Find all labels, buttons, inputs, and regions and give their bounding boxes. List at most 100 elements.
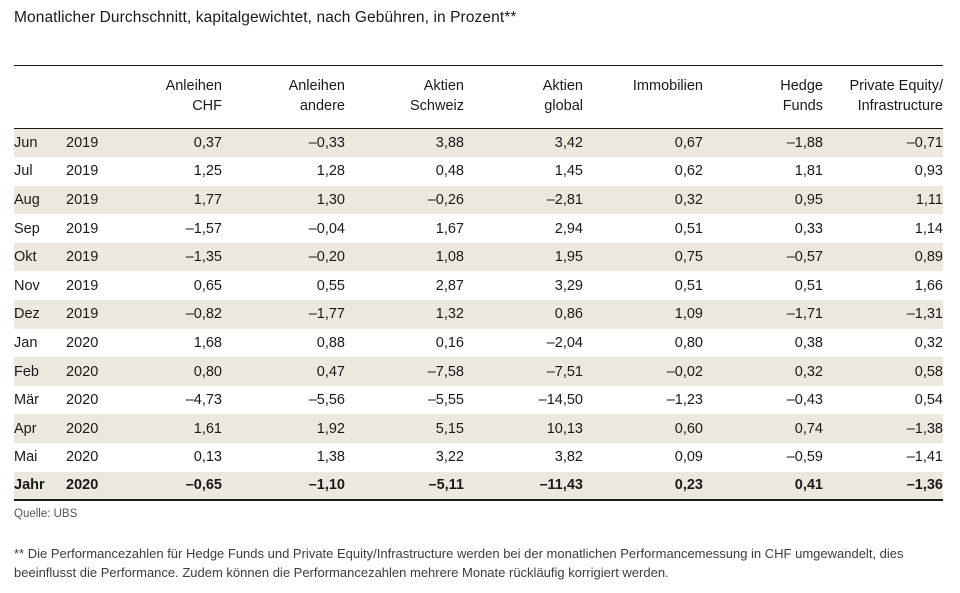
year-cell: 2019 [66, 220, 99, 237]
value-cell-aktien-schweiz: 5,15 [345, 414, 464, 444]
value-cell-anleihen-andere: –0,33 [222, 128, 345, 158]
column-header-anleihen-chf: Anleihen CHF [124, 65, 222, 129]
month-cell: Okt [14, 242, 66, 272]
column-header-line: Aktien [423, 78, 464, 94]
value-cell-private-equity-infrastructure: 1,14 [914, 220, 943, 237]
year-cell: 2020 [66, 449, 99, 466]
column-header-line: Aktien [542, 78, 583, 94]
value-cell-aktien-global: 3,82 [554, 449, 583, 466]
corner-cell-month [14, 65, 66, 129]
value-cell-private-equity-infrastructure: –1,38 [823, 414, 943, 444]
table-row: Mai 2020 0,13 1,38 3,22 3,82 0,09 –0,59 –1,41 [14, 443, 943, 472]
value-cell-hedge-funds: 0,33 [794, 220, 823, 237]
value-cell-anleihen-andere: 1,38 [316, 449, 345, 466]
value-cell-anleihen-chf: 0,65 [193, 277, 222, 294]
value-cell-anleihen-chf: 0,80 [124, 357, 222, 386]
value-cell-anleihen-chf: 0,13 [193, 449, 222, 466]
column-header-line: Schweiz [410, 98, 464, 114]
value-cell-hedge-funds: 1,81 [794, 163, 823, 180]
value-cell-aktien-schweiz: 3,22 [435, 449, 464, 466]
value-cell-anleihen-andere: 0,47 [222, 357, 345, 386]
value-cell-private-equity-infrastructure: 0,58 [823, 357, 943, 386]
value-cell-hedge-funds: 0,95 [703, 185, 823, 215]
column-header-aktien-schweiz: Aktien Schweiz [345, 65, 464, 129]
value-cell-aktien-schweiz: 0,16 [435, 334, 464, 351]
value-cell-private-equity-infrastructure: 0,54 [914, 392, 943, 409]
table-body: Jun 2019 0,37 –0,33 3,88 3,42 0,67 –1,88 –0,71 Ju… [14, 128, 943, 502]
month-cell: Mär [14, 392, 39, 409]
source-label: Quelle: UBS [14, 508, 78, 521]
value-cell-aktien-schweiz: 2,87 [435, 277, 464, 294]
value-cell-immobilien: 0,51 [674, 277, 703, 294]
month-cell: Sep [14, 220, 40, 237]
table-row: Feb 2020 0,80 0,47 –7,58 –7,51 –0,02 0,32 0,58 [14, 357, 943, 386]
value-cell-immobilien: –1,23 [666, 392, 703, 409]
value-cell-anleihen-andere: –0,20 [222, 242, 345, 272]
value-cell-aktien-global: 3,29 [554, 277, 583, 294]
value-cell-hedge-funds: –0,43 [786, 392, 823, 409]
month-cell: Aug [14, 185, 66, 215]
header-row: Anleihen CHF Anleihen andere Aktien Schweiz Ak… [14, 65, 944, 129]
value-cell-anleihen-andere: –5,56 [308, 392, 345, 409]
column-header-line: Immobilien [632, 78, 703, 94]
value-cell-anleihen-chf: 1,68 [193, 334, 222, 351]
value-cell-aktien-schweiz: 0,48 [435, 163, 464, 180]
footnote-text: ** Die Performancezahlen für Hedge Funds… [14, 546, 904, 581]
value-cell-anleihen-chf: –4,73 [185, 392, 222, 409]
month-cell: Jun [14, 128, 66, 158]
value-cell-aktien-schweiz: 1,32 [345, 300, 464, 329]
table-row: Jun 2019 0,37 –0,33 3,88 3,42 0,67 –1,88 –0,71 [14, 128, 943, 158]
year-cell: 2019 [66, 128, 124, 158]
value-cell-immobilien: 0,23 [583, 471, 703, 502]
year-cell: 2020 [66, 392, 99, 409]
value-cell-anleihen-andere: 1,92 [222, 414, 345, 444]
value-cell-anleihen-chf: –1,35 [124, 242, 222, 272]
value-cell-immobilien: 0,62 [674, 163, 703, 180]
month-cell: Jul [14, 163, 33, 180]
month-cell: Mai [14, 449, 38, 466]
month-cell: Dez [14, 300, 66, 329]
value-cell-immobilien: 0,75 [583, 242, 703, 272]
column-header-private-equity-infrastructure: Private Equity/Infrastructure [823, 65, 944, 129]
value-cell-aktien-global: 10,13 [464, 414, 583, 444]
value-cell-private-equity-infrastructure: –1,36 [823, 471, 943, 502]
value-cell-hedge-funds: 0,32 [703, 357, 823, 386]
value-cell-private-equity-infrastructure: –0,71 [823, 128, 943, 158]
value-cell-aktien-schweiz: 1,08 [345, 242, 464, 272]
value-cell-immobilien: 0,32 [583, 185, 703, 215]
value-cell-aktien-global: –2,04 [546, 334, 583, 351]
column-header-line: Private Equity/ [849, 78, 944, 94]
month-cell: Feb [14, 357, 66, 386]
column-header-hedge-funds: Hedge Funds [703, 65, 823, 129]
corner-cell-year [66, 65, 124, 129]
value-cell-hedge-funds: –0,59 [786, 449, 823, 466]
value-cell-aktien-global: –2,81 [464, 185, 583, 215]
column-header-line: Funds [782, 98, 823, 114]
table-row: Nov 2019 0,65 0,55 2,87 3,29 0,51 0,51 1,66 [14, 271, 943, 300]
year-cell: 2019 [66, 185, 124, 215]
value-cell-anleihen-andere: 1,28 [316, 163, 345, 180]
value-cell-hedge-funds: 0,41 [703, 471, 823, 502]
value-cell-immobilien: 0,51 [674, 220, 703, 237]
value-cell-aktien-schweiz: –5,55 [427, 392, 464, 409]
value-cell-aktien-schweiz: –0,26 [345, 185, 464, 215]
year-cell: 2020 [66, 471, 124, 502]
value-cell-immobilien: 0,09 [674, 449, 703, 466]
value-cell-hedge-funds: 0,38 [794, 334, 823, 351]
value-cell-anleihen-andere: 0,88 [316, 334, 345, 351]
value-cell-anleihen-chf: –1,57 [185, 220, 222, 237]
year-cell: 2019 [66, 300, 124, 329]
value-cell-private-equity-infrastructure: 0,32 [914, 334, 943, 351]
value-cell-immobilien: 0,80 [674, 334, 703, 351]
value-cell-anleihen-andere: –1,77 [222, 300, 345, 329]
value-cell-aktien-schweiz: –7,58 [345, 357, 464, 386]
column-header-line: andere [299, 98, 345, 114]
column-header-line: Infrastructure [857, 98, 943, 114]
value-cell-hedge-funds: 0,51 [794, 277, 823, 294]
column-header-line: CHF [192, 98, 222, 114]
table-row: Apr 2020 1,61 1,92 5,15 10,13 0,60 0,74 –1,38 [14, 414, 943, 444]
value-cell-private-equity-infrastructure: 1,66 [914, 277, 943, 294]
performance-table: Anleihen CHF Anleihen andere Aktien Schweiz Ak… [14, 65, 944, 502]
month-cell: Apr [14, 414, 66, 444]
value-cell-anleihen-andere: –1,10 [222, 471, 345, 502]
